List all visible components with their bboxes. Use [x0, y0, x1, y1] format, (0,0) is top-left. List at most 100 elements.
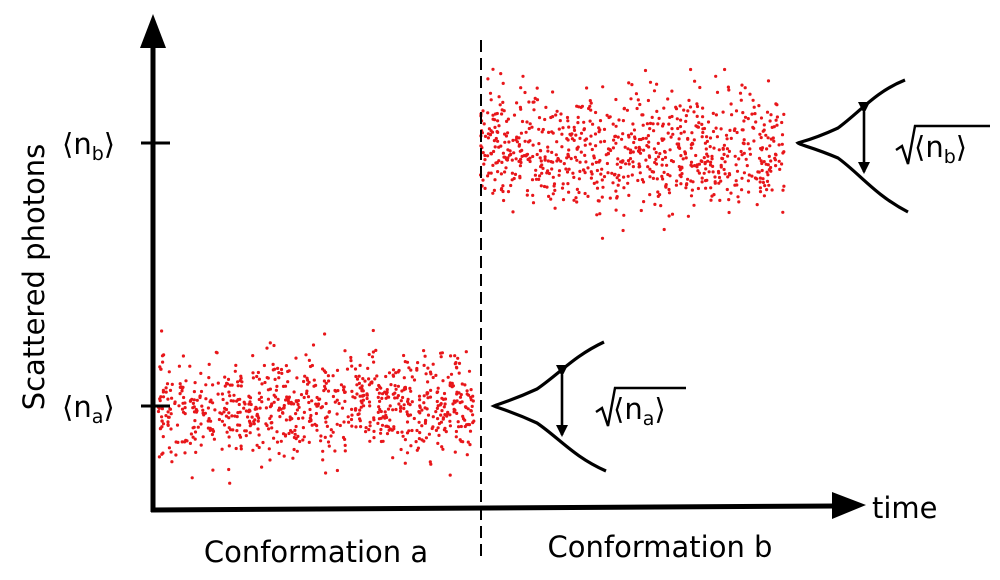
scatter-point-b [510, 158, 514, 162]
scatter-point-b [684, 119, 688, 123]
scatter-point-a [276, 366, 280, 370]
scatter-point-b [757, 156, 762, 160]
scatter-point-a [343, 349, 347, 353]
scatter-point-b [678, 104, 682, 108]
scatter-point-a [412, 416, 416, 421]
scatter-point-a [359, 425, 363, 429]
scatter-point-b [567, 167, 571, 171]
scatter-point-b [481, 151, 485, 155]
scatter-point-b [582, 127, 587, 131]
scatter-point-b [499, 144, 503, 148]
scatter-point-b [759, 116, 764, 120]
scatter-point-a [451, 384, 455, 388]
scatter-point-b [714, 126, 718, 130]
scatter-point-b [615, 176, 619, 180]
scatter-point-a [233, 369, 237, 373]
scatter-point-b [482, 162, 486, 166]
scatter-point-b [748, 92, 752, 96]
scatter-point-b [752, 139, 756, 143]
scatter-point-b [572, 198, 576, 202]
scatter-point-b [547, 194, 551, 198]
scatter-point-a [287, 369, 291, 373]
scatter-point-b [765, 110, 770, 114]
scatter-point-a [220, 447, 224, 451]
scatter-point-b [732, 128, 737, 133]
scatter-point-b [769, 113, 773, 117]
scatter-point-b [722, 167, 726, 172]
scatter-point-b [755, 203, 759, 207]
scatter-point-b [542, 184, 547, 189]
scatter-point-b [486, 111, 490, 115]
scatter-point-b [743, 86, 747, 90]
scatter-point-b [546, 159, 550, 163]
scatter-point-b [751, 98, 755, 102]
scatter-point-a [464, 405, 468, 410]
scatter-point-a [217, 417, 221, 422]
scatter-point-a [396, 384, 400, 388]
scatter-point-a [252, 422, 256, 426]
scatter-point-a [343, 443, 347, 447]
scatter-point-a [208, 400, 212, 404]
scatter-point-b [528, 122, 532, 126]
scatter-point-a [198, 395, 202, 400]
scatter-point-a [367, 377, 371, 381]
scatter-point-a [372, 429, 376, 433]
scatter-point-b [631, 122, 635, 126]
x-axis-title: time [872, 491, 938, 525]
scatter-point-b [503, 140, 507, 144]
y-axis-arrowhead [140, 14, 166, 48]
scatter-point-b [762, 128, 766, 132]
scatter-point-b [604, 153, 608, 157]
scatter-point-a [301, 416, 305, 420]
scatter-point-b [555, 109, 559, 113]
scatter-point-b [577, 105, 581, 109]
scatter-point-b [515, 135, 519, 139]
scatter-point-b [594, 160, 598, 164]
scatter-point-b [538, 174, 542, 178]
scatter-point-a [446, 375, 450, 379]
region-label-conformation-a: Conformation a [204, 535, 428, 569]
scatter-point-b [712, 193, 716, 197]
scatter-point-a [379, 416, 383, 420]
scatter-point-a [191, 401, 195, 405]
scatter-point-a [277, 406, 282, 410]
scatter-point-a [265, 346, 269, 350]
scatter-point-b [694, 153, 698, 158]
scatter-point-b [744, 157, 748, 161]
scatter-point-b [775, 115, 780, 119]
scatter-point-b [704, 167, 708, 171]
scatter-point-b [658, 152, 662, 156]
scatter-point-b [481, 178, 485, 182]
scatter-point-b [544, 105, 548, 109]
scatter-point-b [717, 148, 721, 152]
scatter-point-a [228, 383, 232, 387]
scatter-point-a [454, 429, 458, 434]
scatter-point-b [648, 127, 652, 131]
scatter-point-a [292, 447, 296, 452]
scatter-point-a [168, 388, 173, 392]
scatter-point-b [662, 170, 666, 174]
scatter-point-b [660, 163, 664, 167]
scatter-point-a [431, 415, 435, 419]
scatter-point-b [583, 143, 587, 147]
scatter-point-a [188, 441, 192, 445]
scatter-point-a [181, 354, 185, 358]
scatter-point-a [319, 406, 323, 410]
scatter-point-a [418, 411, 422, 415]
scatter-point-b [713, 180, 717, 184]
scatter-point-b [513, 172, 518, 176]
scatter-point-b [696, 186, 701, 191]
scatter-point-b [600, 178, 604, 182]
scatter-point-b [775, 123, 779, 127]
scatter-point-b [715, 90, 720, 94]
scatter-point-b [637, 150, 641, 154]
scatter-point-a [443, 402, 447, 406]
scatter-point-b [580, 104, 585, 108]
scatter-point-b [621, 228, 625, 233]
scatter-point-b [700, 176, 704, 180]
scatter-point-b [486, 136, 490, 140]
scatter-point-a [227, 390, 231, 394]
scatter-point-b [729, 191, 733, 195]
scatter-point-b [689, 67, 693, 72]
scatter-point-b [614, 208, 618, 212]
